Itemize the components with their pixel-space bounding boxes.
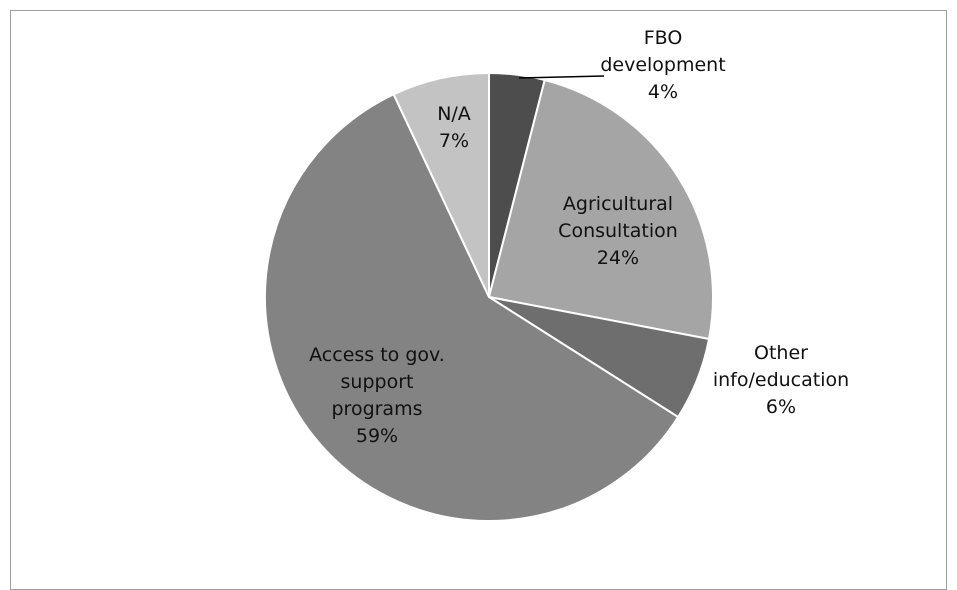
pie-label-3: Access to gov. support programs 59% bbox=[309, 344, 445, 447]
pie-label-0: FBO development 4% bbox=[600, 27, 725, 103]
pie-label-1: Agricultural Consultation 24% bbox=[558, 193, 678, 269]
pie-slice-1 bbox=[487, 78, 714, 341]
pie-label-4: N/A 7% bbox=[437, 103, 471, 152]
pie-slice-3 bbox=[264, 92, 680, 522]
leader-line-fbo bbox=[518, 75, 605, 79]
pie-labels: FBO development 4% Agricultural Consultation… bbox=[309, 27, 849, 447]
pie-slices bbox=[264, 71, 714, 522]
pie-slice-4 bbox=[392, 71, 490, 298]
pie-label-2: Other info/education 6% bbox=[713, 342, 849, 418]
